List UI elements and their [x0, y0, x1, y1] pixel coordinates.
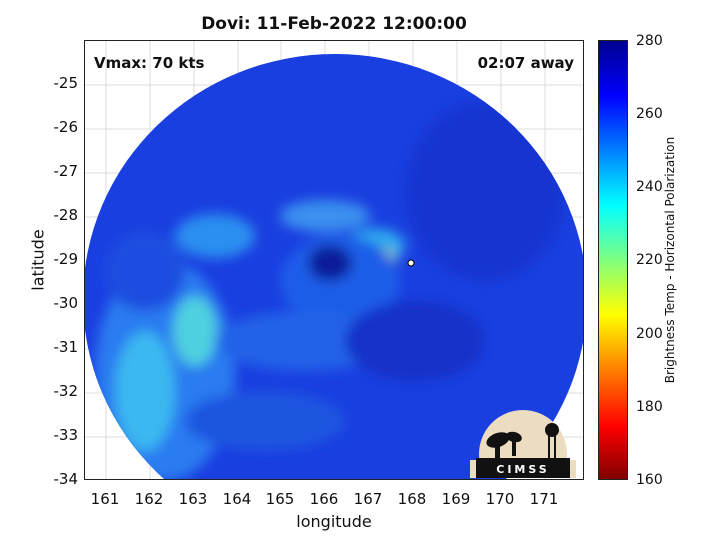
y-tick-label: -31 [53, 338, 79, 356]
y-tick-label: -33 [53, 426, 79, 444]
map-plot-area: Vmax: 70 kts 02:07 away [84, 40, 584, 480]
cimss-logo-text: CIMSS [496, 463, 550, 476]
x-tick-label: 170 [485, 490, 515, 508]
x-tick-label: 166 [309, 490, 339, 508]
y-tick-label: -29 [53, 250, 79, 268]
plot-title: Dovi: 11-Feb-2022 12:00:00 [201, 14, 467, 34]
colorbar-tick-label: 220 [636, 252, 663, 268]
brightness-temperature-swath [85, 41, 583, 479]
colorbar-tick-label: 180 [636, 399, 663, 415]
x-tick-label: 169 [441, 490, 471, 508]
cimss-logo [470, 410, 576, 478]
x-tick-label: 164 [222, 490, 252, 508]
y-tick-label: -34 [53, 470, 79, 488]
x-tick-label: 163 [178, 490, 208, 508]
storm-center-marker [407, 259, 415, 267]
x-tick-label: 161 [90, 490, 120, 508]
colorbar [598, 40, 628, 480]
x-tick-label: 168 [397, 490, 427, 508]
x-tick-label: 171 [529, 490, 559, 508]
time-away-label: 02:07 away [477, 54, 574, 72]
colorbar-label: Brightness Temp - Horizontal Polarizatio… [663, 136, 677, 384]
colorbar-tick-label: 260 [636, 106, 663, 122]
colorbar-tick-label: 280 [636, 33, 663, 49]
y-tick-label: -27 [53, 162, 79, 180]
y-tick-label: -28 [53, 206, 79, 224]
colorbar-tick-label: 160 [636, 472, 663, 488]
y-tick-label: -32 [53, 382, 79, 400]
x-tick-label: 167 [353, 490, 383, 508]
y-tick-label: -26 [53, 118, 79, 136]
colorbar-tick-label: 240 [636, 179, 663, 195]
y-axis-label: latitude [28, 229, 48, 291]
x-tick-label: 162 [134, 490, 164, 508]
vmax-label: Vmax: 70 kts [94, 54, 205, 72]
y-tick-label: -25 [53, 74, 79, 92]
y-tick-label: -30 [53, 294, 79, 312]
swath-imagery [85, 54, 583, 479]
colorbar-tick-label: 200 [636, 326, 663, 342]
x-axis-label: longitude [296, 512, 372, 531]
x-tick-label: 165 [265, 490, 295, 508]
